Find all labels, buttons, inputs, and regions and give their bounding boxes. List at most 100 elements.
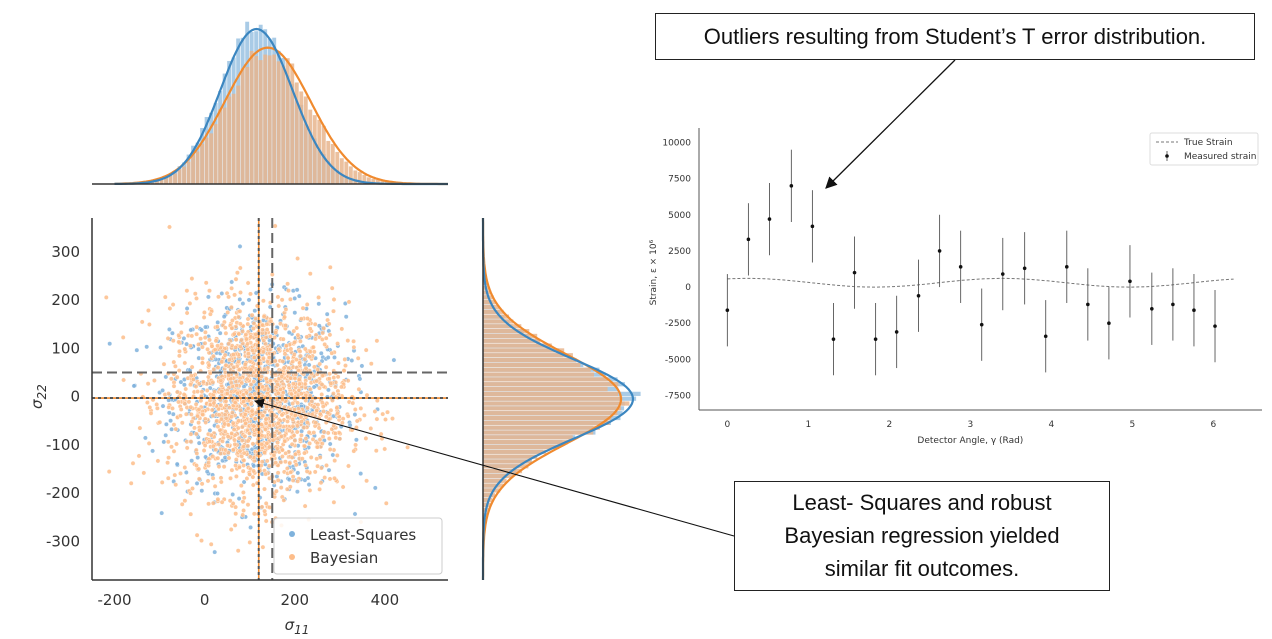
data-point (314, 378, 320, 384)
data-point (285, 414, 291, 420)
data-point (160, 403, 166, 409)
data-point (162, 294, 168, 300)
data-point (210, 443, 216, 449)
data-point (296, 449, 301, 455)
data-point (297, 338, 303, 344)
data-point (287, 296, 293, 302)
legend-label-ls: Least-Squares (310, 526, 416, 544)
data-point (307, 375, 313, 381)
data-point (373, 448, 379, 454)
data-point (287, 460, 293, 466)
data-point (259, 422, 264, 427)
data-point (215, 343, 221, 349)
top-bar-orange (227, 96, 232, 184)
data-point (268, 287, 273, 292)
data-point (169, 444, 174, 450)
data-point (251, 379, 257, 384)
data-point (283, 323, 288, 328)
data-point (299, 456, 305, 462)
data-point (235, 390, 241, 396)
data-point (311, 349, 317, 355)
data-point (194, 324, 200, 330)
data-point (233, 511, 239, 517)
outlier-arrow (825, 59, 956, 189)
data-point (170, 338, 176, 344)
data-point (252, 416, 258, 421)
data-point (272, 223, 278, 229)
error-x-tick: 0 (724, 420, 730, 430)
data-point (334, 405, 340, 411)
data-point (291, 339, 297, 345)
data-point (330, 391, 336, 396)
top-bar-orange (330, 143, 335, 184)
data-point (287, 484, 293, 490)
data-point (372, 409, 378, 414)
top-bar-orange (168, 175, 173, 184)
data-point (245, 280, 251, 286)
data-point (202, 335, 208, 340)
data-point (274, 362, 280, 368)
data-point (351, 344, 357, 350)
data-point (390, 416, 395, 421)
y-tick-label: 0 (70, 388, 80, 406)
data-point (294, 489, 300, 495)
right-bar-orange (483, 357, 577, 363)
data-point (145, 308, 151, 313)
data-point (314, 407, 320, 413)
data-point (335, 341, 340, 346)
data-point (260, 327, 265, 333)
data-point (168, 376, 174, 382)
top-bar-orange (294, 82, 299, 184)
data-point (215, 455, 221, 461)
data-point (240, 399, 246, 404)
data-point (282, 438, 288, 444)
data-point (188, 373, 194, 379)
data-point (337, 436, 343, 442)
data-point (241, 495, 247, 501)
data-point (290, 359, 296, 364)
error-y-tick: 7500 (668, 175, 691, 185)
data-point (217, 427, 223, 433)
data-point (182, 498, 188, 504)
data-point (196, 476, 202, 482)
data-point (192, 425, 197, 431)
data-point (208, 541, 214, 547)
data-point (192, 291, 198, 297)
data-point (323, 364, 329, 370)
data-point (296, 377, 302, 382)
measured-point (873, 337, 878, 341)
data-point (212, 483, 218, 489)
data-point (245, 438, 251, 444)
data-point (293, 462, 299, 468)
top-bar-orange (204, 137, 209, 184)
data-point (242, 411, 248, 417)
data-point (184, 439, 190, 445)
data-point (235, 314, 241, 320)
data-point (273, 460, 279, 466)
data-point (361, 412, 367, 418)
data-point (223, 447, 229, 453)
error-y-tick: 10000 (662, 138, 691, 148)
data-point (324, 462, 329, 468)
top-bar-orange (258, 60, 263, 184)
right-bar-orange (483, 483, 504, 488)
data-point (306, 482, 312, 487)
data-point (310, 344, 316, 350)
data-point (295, 478, 301, 484)
data-point (311, 384, 317, 390)
data-point (320, 404, 326, 409)
data-point (331, 499, 337, 505)
right-bar-orange (483, 444, 560, 450)
right-bar-orange (483, 324, 522, 329)
right-bar-orange (483, 309, 504, 314)
data-point (282, 314, 287, 320)
data-point (275, 390, 281, 396)
data-point (241, 457, 247, 463)
data-point (263, 500, 269, 506)
data-point (307, 440, 312, 446)
data-point (189, 458, 195, 464)
data-point (244, 376, 250, 382)
data-point (218, 475, 224, 481)
data-point (155, 458, 161, 464)
